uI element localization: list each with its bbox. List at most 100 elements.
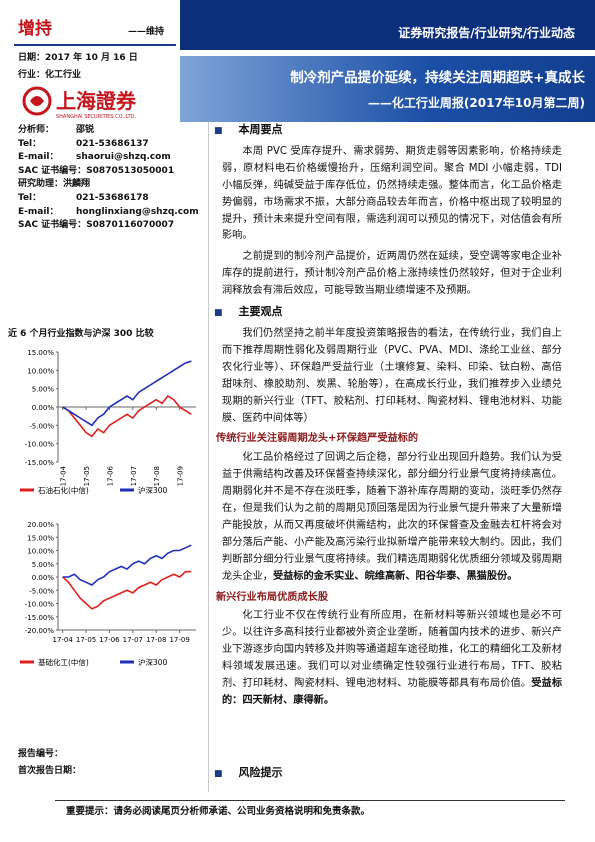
first-report-date: 首次报告日期：: [18, 766, 82, 776]
field-label: SAC 证书编号：: [18, 165, 87, 176]
paragraph-text: 化工行业不仅在传统行业有所应用，在新材料等新兴领域也是必不可少。以往许多高科技行…: [222, 610, 562, 690]
logo-text: 上海證券: [56, 89, 137, 113]
y-tick-label: 10.00%: [27, 367, 54, 375]
x-tick-label: 17-04: [60, 465, 68, 486]
x-tick-label: 17-07: [123, 636, 143, 644]
y-tick-label: 15.00%: [27, 349, 54, 357]
rating: 增持: [18, 19, 52, 39]
field-label: SAC 证书编号：: [18, 220, 87, 231]
y-tick-label: -10.00%: [25, 601, 55, 609]
series-line: [62, 394, 192, 438]
analyst-row: Tel： 021-53686178: [18, 192, 208, 206]
x-tick-label: 17-05: [83, 466, 91, 486]
field-label: 研究助理：洪麟翔: [18, 179, 91, 190]
section-heading: 本周要点: [214, 122, 562, 140]
analyst-row: E-mail： honglinxiang@shzq.com: [18, 206, 208, 220]
industry: 行业：化工行业: [18, 70, 82, 80]
x-tick-label: 17-07: [130, 466, 138, 486]
y-tick-label: 5.00%: [32, 561, 55, 569]
y-tick-label: -5.00%: [29, 422, 54, 430]
logo-mark: [22, 86, 52, 116]
subheading: 传统行业关注弱周期龙头+环保趋严受益标的: [216, 433, 419, 445]
field-label: Tel：: [18, 138, 42, 149]
field-value: 021-53686178: [76, 192, 149, 203]
series-line: [62, 360, 192, 427]
field-value: 021-53686137: [76, 138, 149, 149]
legend-label: 石油石化(中信): [38, 485, 89, 495]
charts-title: 近 6 个月行业指数与沪深 300 比较: [8, 329, 154, 339]
y-tick-label: 0.00%: [32, 404, 55, 412]
analyst-row: 分析师： 邵锐: [18, 124, 208, 138]
highlight: 受益标的：四天新材、康得新。: [222, 678, 563, 706]
legend-label: 基础化工(中信): [38, 657, 89, 667]
x-tick-label: 17-09: [177, 466, 185, 486]
paragraph: 化工品价格经过了回调之后企稳，部分行业出现回升趋势。我们认为受益于供需结构改善及…: [222, 450, 562, 585]
x-tick-label: 17-04: [53, 636, 74, 644]
legend-label: 沪深300: [138, 485, 168, 495]
y-tick-label: 0.00%: [32, 574, 55, 582]
divider: [55, 800, 565, 801]
analysts: 分析师： 邵锐 Tel： 021-53686137 E-mail： shaorui@shz…: [18, 124, 208, 233]
section-heading: 主要观点: [214, 304, 562, 322]
banner: [180, 0, 595, 50]
chart: 15.00% 10.00% 5.00% 0.00% -5.00% -10.00% -15.0…: [20, 349, 196, 495]
report-number: 报告编号：: [18, 749, 64, 759]
analyst-row: SAC 证书编号：S0870116070007: [18, 219, 208, 233]
analyst-row: 研究助理：洪麟翔: [18, 178, 208, 192]
y-tick-label: 20.00%: [27, 521, 54, 529]
title-box: [180, 56, 595, 122]
paragraph: 之前提到的制冷剂产品提价，近两周仍然在延续，受空调等家电企业补库存的提前进行，预…: [222, 249, 562, 300]
x-tick-label: 17-06: [99, 636, 120, 644]
paragraph: 我们仍然坚持之前半年度投资策略报告的看法，在传统行业，我们自上而下推荐周期性弱化…: [222, 326, 562, 427]
section-heading: 风险提示: [214, 764, 283, 780]
y-tick-label: -10.00%: [25, 441, 55, 449]
x-tick-label: 17-05: [76, 636, 96, 644]
field-value: shaorui@shzq.com: [76, 152, 171, 163]
y-tick-label: 15.00%: [27, 534, 54, 542]
series-line: [62, 570, 192, 610]
paragraph: 本周 PVC 受库存提升、需求弱势、期货走弱等因素影响，价格持续走弱，原材料电石…: [222, 144, 562, 245]
chart: 20.00% 15.00% 10.00% 5.00% 0.00% -5.00% -10.00…: [20, 521, 196, 667]
report-title: 制冷剂产品提价延续，持续关注周期超跌+真成长: [290, 70, 585, 86]
field-label: 分析师：: [18, 125, 55, 135]
legend-label: 沪深300: [138, 657, 168, 667]
x-tick-label: 17-09: [169, 636, 189, 644]
logo-mark: [30, 96, 44, 106]
field-value: honglinxiang@shzq.com: [76, 206, 199, 217]
y-tick-label: -5.00%: [29, 587, 54, 595]
divider: [14, 44, 176, 46]
rating-change: ——维持: [128, 27, 165, 37]
paragraph-text: 之前提到的制冷剂产品提价，近两周仍然在延续，受空调等家电企业补库存的提前进行，预…: [222, 251, 562, 297]
y-tick-label: -20.00%: [25, 627, 55, 635]
footer-note: 重要提示：请务必阅读尾页分析师承诺、公司业务资格说明和免责条款。: [66, 806, 371, 817]
column-divider: [208, 122, 209, 792]
x-tick-label: 17-06: [106, 465, 114, 486]
analyst-row: Tel： 021-53686137: [18, 138, 208, 152]
field-label: E-mail：: [18, 206, 59, 217]
field-value: S0870116070007: [86, 220, 175, 231]
series-line: [62, 544, 192, 586]
y-tick-label: 10.00%: [27, 548, 54, 556]
logo-en: SHANGHAI SECURITIES CO.,LTD.: [56, 114, 137, 120]
report-category: 证券研究报告/行业研究/行业动态: [398, 26, 575, 40]
highlight: 受益标的金禾实业、皖维高新、阳谷华泰、黑猫股份。: [272, 570, 518, 582]
logo: 上海證券 SHANGHAI SECURITIES CO.,LTD.: [22, 86, 137, 120]
x-tick-label: 17-08: [153, 466, 161, 486]
y-tick-label: 5.00%: [32, 386, 55, 394]
paragraph-text: 本周 PVC 受库存提升、需求弱势、期货走弱等因素影响，价格持续走弱，原材料电石…: [222, 145, 562, 242]
subheading: 新兴行业布局优质成长股: [216, 591, 329, 603]
field-label: Tel：: [18, 192, 42, 203]
date: 日期：2017 年 10 月 16 日: [18, 53, 138, 63]
x-tick-label: 17-08: [146, 636, 166, 644]
field-label: E-mail：: [18, 152, 59, 163]
paragraph-text: 我们仍然坚持之前半年度投资策略报告的看法，在传统行业，我们自上而下推荐周期性弱化…: [222, 327, 562, 424]
paragraph: 化工行业不仅在传统行业有所应用，在新材料等新兴领域也是必不可少。以往许多高科技行…: [222, 608, 562, 709]
field-value: S0870513050001: [86, 165, 175, 176]
report-subtitle: ——化工行业周报(2017年10月第二周): [367, 96, 585, 110]
analyst-row: SAC 证书编号：S0870513050001: [18, 165, 208, 179]
y-tick-label: -15.00%: [25, 614, 55, 622]
field-value: 邵锐: [76, 125, 95, 135]
paragraph-text: 化工品价格经过了回调之后企稳，部分行业出现回升趋势。我们认为受益于供需结构改善及…: [222, 452, 562, 582]
